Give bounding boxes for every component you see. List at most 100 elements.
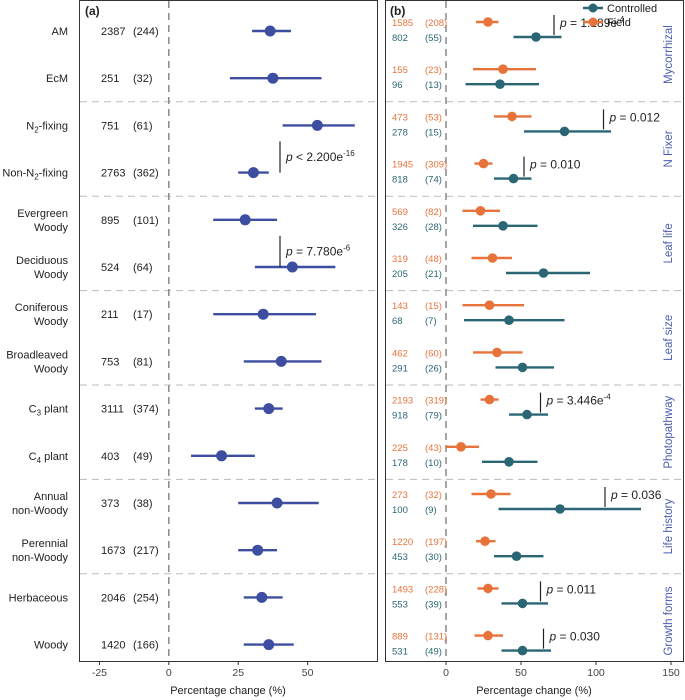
- p-value-label: p = 0.010: [529, 158, 581, 172]
- row-label: C3 plant: [29, 404, 68, 418]
- row-n: 251: [101, 73, 119, 85]
- row-label: Woody: [34, 640, 69, 652]
- controlled-k: (7): [425, 316, 437, 327]
- field-mean-point: [475, 206, 486, 216]
- row-label: EcM: [46, 73, 68, 85]
- panel-b-x-tick-label: 0: [443, 667, 449, 679]
- group-label: Growth forms: [663, 586, 675, 655]
- field-n: 1220: [392, 537, 413, 548]
- controlled-n: 205: [392, 269, 408, 280]
- row-k: (254): [133, 592, 159, 604]
- controlled-k: (49): [425, 647, 442, 658]
- legend-controlled-marker: [588, 3, 598, 13]
- row-n: 751: [101, 120, 119, 132]
- mean-point: [252, 544, 264, 556]
- p-value-label: p = 7.780e-6: [285, 243, 351, 258]
- field-mean-point: [492, 347, 502, 358]
- legend: Controlled Field: [583, 3, 657, 29]
- panel-a-x-axis: -25 0 25 50: [92, 661, 314, 679]
- row-n: 1420: [101, 640, 125, 652]
- mean-point: [263, 403, 275, 415]
- row-n: 373: [101, 498, 119, 510]
- mean-point: [275, 355, 287, 367]
- row-k: (101): [133, 215, 159, 227]
- panel-b-dividers: [386, 101, 683, 575]
- row-label: Perennial: [22, 538, 68, 550]
- panel-a-x-tick-label: 25: [232, 667, 244, 679]
- row-n: 1673: [101, 545, 125, 557]
- field-k: (15): [425, 301, 442, 312]
- panel-b-x-tick-label: 150: [662, 667, 680, 679]
- controlled-k: (39): [425, 599, 442, 610]
- controlled-n: 100: [392, 505, 408, 516]
- controlled-mean-point: [555, 504, 565, 514]
- mean-point: [264, 25, 276, 37]
- panel-a-xlabel: Percentage change (%): [170, 685, 286, 697]
- row-n: 895: [101, 215, 119, 227]
- controlled-k: (15): [425, 127, 442, 138]
- field-mean-point: [498, 64, 508, 74]
- group-label: Leaf size: [663, 315, 675, 361]
- controlled-mean-point: [538, 268, 549, 278]
- panel-b-x-tick-label: 50: [515, 667, 527, 679]
- mean-point: [286, 261, 298, 273]
- field-mean-point: [484, 394, 495, 405]
- controlled-mean-point: [511, 551, 522, 561]
- mean-point: [247, 167, 259, 179]
- panel-a: (a) AM 2387 (244) EcM 251 (32) N2-fixing 751 (61…: [2, 0, 378, 697]
- field-n: 569: [392, 207, 408, 218]
- field-n: 319: [392, 254, 408, 265]
- controlled-n: 818: [392, 175, 408, 186]
- field-k: (32): [425, 490, 442, 501]
- p-value-label: p = 0.012: [609, 110, 661, 124]
- field-n: 225: [392, 443, 408, 454]
- row-n: 2763: [101, 168, 125, 180]
- controlled-n: 278: [392, 127, 408, 138]
- row-label: Broadleaved: [6, 349, 68, 361]
- panel-b-group-labels: Mycorrhizal N Fixer Leaf life Leaf size Phot…: [663, 25, 675, 655]
- controlled-k: (13): [425, 80, 442, 91]
- controlled-n: 68: [392, 316, 403, 327]
- controlled-mean-point: [508, 173, 519, 184]
- p-value-label: p = 0.030: [549, 630, 601, 644]
- field-mean-point: [456, 442, 466, 452]
- panel-b: (b) 1585 (208) 802 (55) 155 (23) 96 (13) 473 (53)…: [385, 0, 684, 697]
- panel-a-label: (a): [85, 4, 100, 18]
- field-n: 2193: [392, 396, 413, 407]
- controlled-n: 291: [392, 363, 408, 374]
- group-label: Leaf life: [663, 223, 675, 263]
- field-mean-point: [483, 17, 493, 27]
- field-mean-point: [480, 536, 490, 546]
- legend-field-label: Field: [607, 17, 631, 29]
- field-n: 155: [392, 65, 408, 76]
- row-label: N2-fixing: [26, 120, 68, 134]
- field-mean-point: [507, 111, 517, 122]
- field-k: (319): [425, 396, 447, 407]
- panel-a-marks: [191, 25, 355, 651]
- panel-a-x-tick-label: 0: [166, 667, 172, 679]
- p-value-label: p < 2.200e-16: [285, 149, 355, 164]
- row-n: 2046: [101, 592, 125, 604]
- p-value-label: p = 0.036: [610, 488, 662, 502]
- panel-a-row-labels: AM 2387 (244) EcM 251 (32) N2-fixing 751 (61) Non…: [2, 26, 158, 652]
- controlled-k: (74): [425, 175, 442, 186]
- controlled-mean-point: [531, 32, 541, 42]
- panel-a-dividers: [80, 101, 377, 575]
- panel-b-xlabel: Percentage change (%): [476, 685, 592, 697]
- row-k: (61): [133, 120, 153, 132]
- field-n: 462: [392, 348, 408, 359]
- panel-b-x-tick-label: 100: [587, 667, 605, 679]
- controlled-mean-point: [504, 315, 514, 326]
- row-n: 3111: [101, 404, 124, 416]
- field-n: 273: [392, 490, 408, 501]
- controlled-k: (28): [425, 222, 442, 233]
- row-label: AM: [52, 26, 69, 38]
- field-k: (60): [425, 348, 442, 359]
- row-label: non-Woody: [12, 505, 69, 517]
- field-k: (197): [425, 537, 447, 548]
- controlled-n: 802: [392, 33, 408, 44]
- row-label: Woody: [34, 222, 69, 234]
- row-k: (32): [133, 73, 153, 85]
- field-k: (208): [425, 18, 447, 29]
